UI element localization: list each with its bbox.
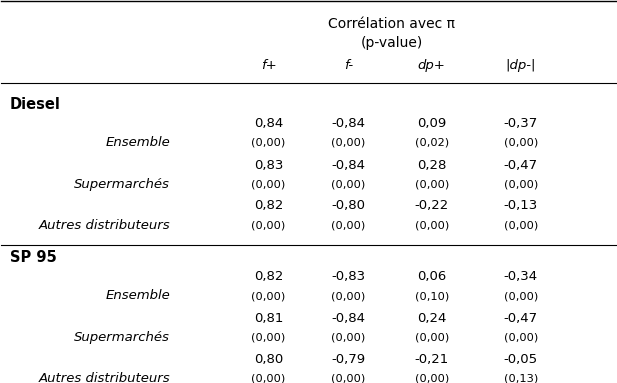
Text: (p-value): (p-value) — [360, 36, 423, 51]
Text: (0,00): (0,00) — [415, 220, 449, 230]
Text: (0,00): (0,00) — [252, 138, 286, 148]
Text: -0,37: -0,37 — [503, 117, 538, 130]
Text: (0,00): (0,00) — [503, 291, 538, 301]
Text: (0,00): (0,00) — [415, 333, 449, 343]
Text: -0,22: -0,22 — [415, 200, 449, 213]
Text: (0,00): (0,00) — [503, 179, 538, 189]
Text: (0,10): (0,10) — [415, 291, 449, 301]
Text: 0,09: 0,09 — [417, 117, 446, 130]
Text: (0,00): (0,00) — [252, 373, 286, 383]
Text: Ensemble: Ensemble — [106, 136, 170, 149]
Text: 0,83: 0,83 — [254, 159, 283, 172]
Text: -0,83: -0,83 — [331, 270, 366, 283]
Text: -0,79: -0,79 — [331, 353, 366, 366]
Text: (0,00): (0,00) — [331, 138, 366, 148]
Text: Diesel: Diesel — [10, 97, 61, 112]
Text: Ensemble: Ensemble — [106, 289, 170, 302]
Text: f+: f+ — [260, 59, 276, 72]
Text: -0,47: -0,47 — [504, 312, 538, 325]
Text: (0,00): (0,00) — [503, 333, 538, 343]
Text: dp+: dp+ — [418, 59, 445, 72]
Text: |dp-|: |dp-| — [506, 59, 536, 72]
Text: 0,82: 0,82 — [254, 200, 283, 213]
Text: (0,00): (0,00) — [252, 333, 286, 343]
Text: (0,00): (0,00) — [331, 220, 366, 230]
Text: -0,80: -0,80 — [331, 200, 365, 213]
Text: -0,84: -0,84 — [331, 159, 365, 172]
Text: (0,00): (0,00) — [331, 333, 366, 343]
Text: (0,00): (0,00) — [252, 220, 286, 230]
Text: 0,84: 0,84 — [254, 117, 283, 130]
Text: -0,13: -0,13 — [503, 200, 538, 213]
Text: -0,47: -0,47 — [504, 159, 538, 172]
Text: (0,00): (0,00) — [503, 138, 538, 148]
Text: 0,24: 0,24 — [417, 312, 446, 325]
Text: (0,00): (0,00) — [331, 291, 366, 301]
Text: Supermarchés: Supermarchés — [74, 331, 170, 344]
Text: (0,00): (0,00) — [252, 179, 286, 189]
Text: (0,00): (0,00) — [331, 179, 366, 189]
Text: (0,00): (0,00) — [503, 220, 538, 230]
Text: 0,28: 0,28 — [417, 159, 446, 172]
Text: f-: f- — [344, 59, 353, 72]
Text: 0,06: 0,06 — [417, 270, 446, 283]
Text: (0,13): (0,13) — [503, 373, 538, 383]
Text: 0,82: 0,82 — [254, 270, 283, 283]
Text: Corrélation avec π: Corrélation avec π — [328, 16, 455, 31]
Text: Autres distributeurs: Autres distributeurs — [38, 372, 170, 383]
Text: -0,21: -0,21 — [415, 353, 449, 366]
Text: (0,02): (0,02) — [415, 138, 449, 148]
Text: (0,00): (0,00) — [331, 373, 366, 383]
Text: SP 95: SP 95 — [10, 250, 57, 265]
Text: (0,00): (0,00) — [252, 291, 286, 301]
Text: Autres distributeurs: Autres distributeurs — [38, 219, 170, 232]
Text: (0,00): (0,00) — [415, 373, 449, 383]
Text: -0,34: -0,34 — [504, 270, 538, 283]
Text: -0,84: -0,84 — [331, 117, 365, 130]
Text: Supermarchés: Supermarchés — [74, 177, 170, 190]
Text: -0,84: -0,84 — [331, 312, 365, 325]
Text: 0,81: 0,81 — [254, 312, 283, 325]
Text: 0,80: 0,80 — [254, 353, 283, 366]
Text: -0,05: -0,05 — [504, 353, 538, 366]
Text: (0,00): (0,00) — [415, 179, 449, 189]
